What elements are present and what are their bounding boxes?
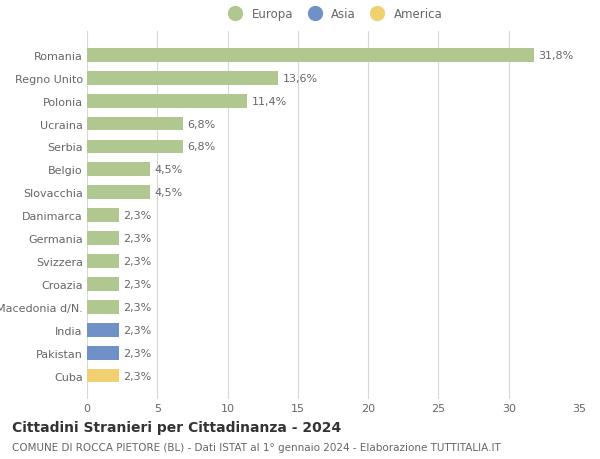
Text: 2,3%: 2,3% [124,234,152,244]
Bar [87,232,119,246]
Bar [87,140,182,154]
Text: 2,3%: 2,3% [124,280,152,289]
Bar [87,118,182,131]
Text: 2,3%: 2,3% [124,257,152,266]
Text: 2,3%: 2,3% [124,302,152,312]
Bar [87,255,119,269]
Bar [87,369,119,383]
Legend: Europa, Asia, America: Europa, Asia, America [223,7,443,22]
Bar [87,277,119,291]
Text: 31,8%: 31,8% [538,50,574,61]
Text: 6,8%: 6,8% [187,119,215,129]
Bar [87,300,119,314]
Bar [87,209,119,223]
Bar [87,49,534,62]
Text: 4,5%: 4,5% [154,188,183,198]
Bar [87,163,150,177]
Bar [87,323,119,337]
Text: 2,3%: 2,3% [124,325,152,335]
Bar [87,346,119,360]
Bar [87,72,278,85]
Text: Cittadini Stranieri per Cittadinanza - 2024: Cittadini Stranieri per Cittadinanza - 2… [12,420,341,434]
Text: 6,8%: 6,8% [187,142,215,152]
Text: 13,6%: 13,6% [283,73,317,84]
Bar [87,186,150,200]
Text: 11,4%: 11,4% [251,96,287,106]
Text: 2,3%: 2,3% [124,348,152,358]
Bar [87,95,247,108]
Text: 2,3%: 2,3% [124,371,152,381]
Text: 2,3%: 2,3% [124,211,152,221]
Text: COMUNE DI ROCCA PIETORE (BL) - Dati ISTAT al 1° gennaio 2024 - Elaborazione TUTT: COMUNE DI ROCCA PIETORE (BL) - Dati ISTA… [12,442,501,452]
Text: 4,5%: 4,5% [154,165,183,175]
